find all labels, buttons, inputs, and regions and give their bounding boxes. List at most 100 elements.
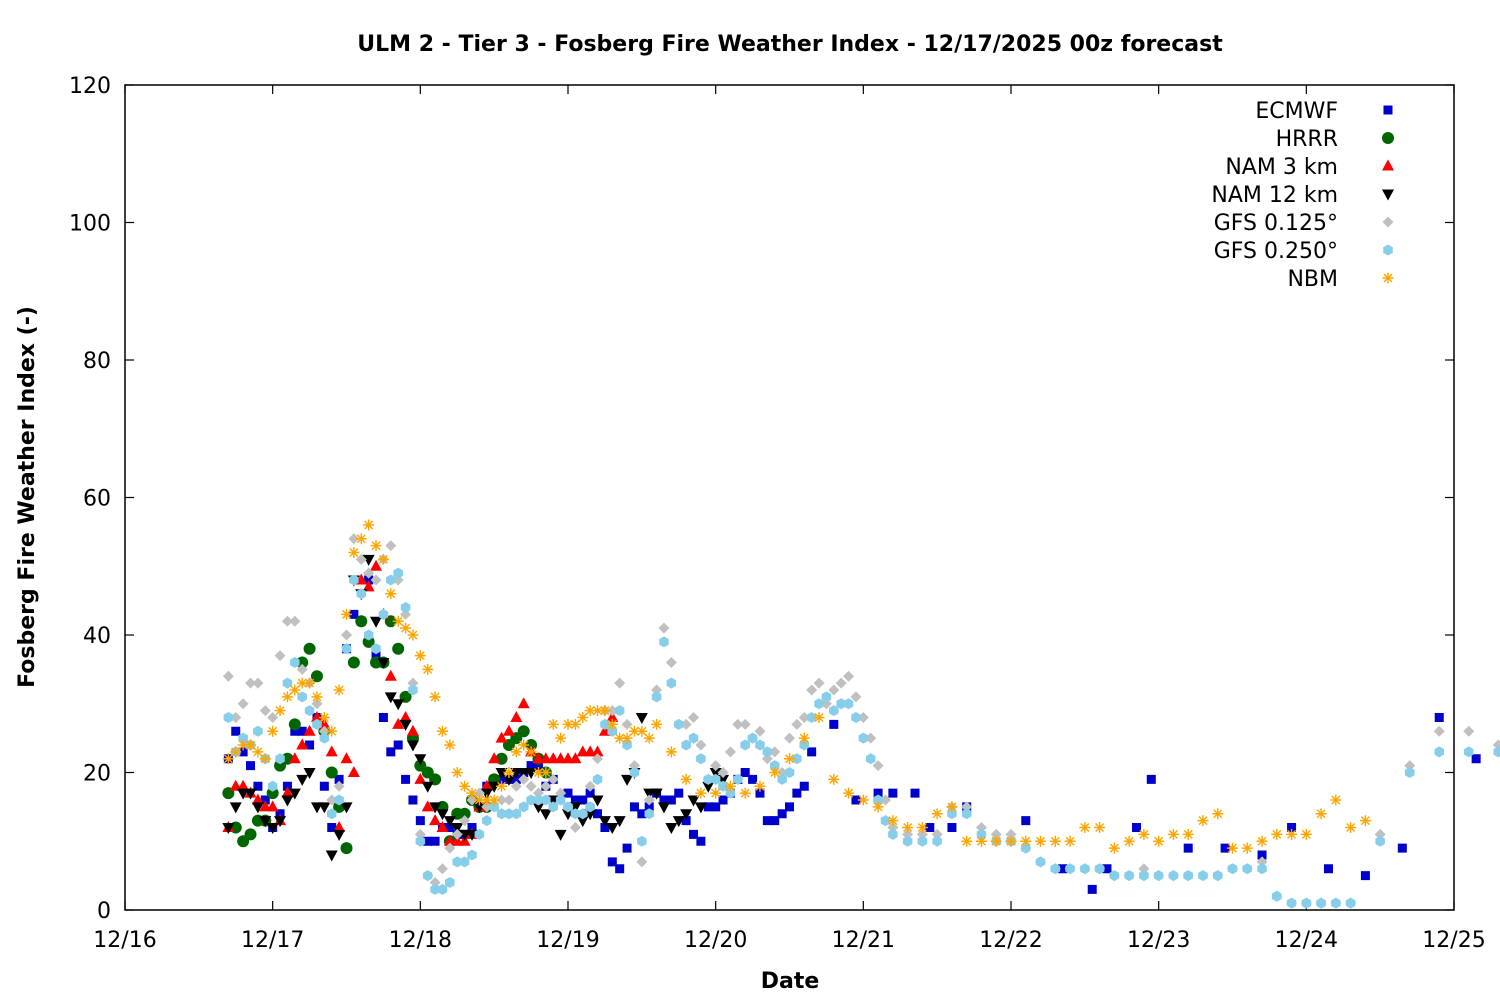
data-point — [887, 815, 899, 827]
data-point — [532, 802, 545, 814]
data-point — [829, 719, 839, 729]
data-point — [319, 732, 330, 744]
data-point — [238, 732, 248, 744]
data-point — [325, 850, 338, 862]
data-point — [1345, 822, 1357, 833]
data-point — [791, 718, 803, 730]
data-point — [407, 629, 419, 641]
legend-label: GFS 0.125° — [1214, 211, 1338, 236]
data-point — [1374, 828, 1386, 840]
data-point — [1153, 835, 1165, 847]
data-point — [1123, 835, 1135, 847]
data-point — [533, 761, 543, 771]
data-point — [467, 823, 477, 832]
data-point — [252, 746, 264, 758]
x-tick-label: 12/18 — [389, 928, 452, 953]
data-point — [281, 786, 294, 798]
data-point — [347, 766, 360, 777]
data-point — [1035, 835, 1047, 847]
data-point — [1220, 843, 1230, 853]
data-point — [1345, 897, 1356, 909]
data-point — [600, 823, 610, 832]
data-point — [1146, 774, 1156, 784]
data-point — [423, 836, 433, 846]
data-point — [961, 835, 973, 847]
data-point — [792, 788, 802, 798]
data-point — [887, 822, 899, 833]
legend-marker — [1382, 216, 1394, 228]
data-point — [237, 698, 249, 710]
data-series — [222, 519, 1500, 909]
data-point — [525, 780, 537, 792]
data-point — [555, 787, 567, 799]
data-point — [296, 738, 309, 750]
data-point — [327, 823, 337, 832]
data-point — [311, 691, 323, 703]
data-point — [246, 761, 256, 771]
data-point — [1257, 850, 1267, 860]
data-point — [1058, 864, 1068, 874]
data-point — [762, 816, 772, 826]
data-point — [267, 780, 278, 792]
data-point — [792, 753, 802, 765]
data-point — [576, 816, 589, 828]
data-point — [267, 725, 279, 737]
data-point — [384, 669, 397, 681]
data-point — [393, 740, 403, 750]
data-point — [990, 835, 1002, 847]
data-point — [310, 670, 323, 683]
data-point — [222, 670, 234, 682]
data-point — [444, 739, 456, 751]
data-point — [518, 801, 529, 813]
data-point — [348, 547, 360, 558]
data-point — [1087, 884, 1097, 894]
x-tick-label: 12/21 — [832, 928, 895, 953]
data-point — [334, 774, 344, 784]
data-point — [769, 767, 781, 778]
data-point — [414, 828, 426, 840]
data-point — [445, 877, 455, 888]
data-point — [297, 726, 307, 736]
data-point — [665, 746, 677, 758]
data-point — [695, 739, 707, 751]
data-point — [238, 747, 248, 757]
data-point — [1300, 828, 1312, 840]
series-nam-12-km — [222, 554, 730, 862]
data-point — [333, 829, 346, 841]
data-point — [510, 746, 522, 758]
data-point — [629, 802, 639, 812]
x-tick-label: 12/24 — [1275, 928, 1338, 953]
data-point — [436, 809, 449, 821]
data-point — [347, 656, 360, 669]
data-point — [651, 691, 662, 703]
data-point — [585, 801, 595, 813]
data-point — [910, 788, 920, 798]
data-point — [334, 794, 344, 806]
data-point — [326, 725, 338, 737]
data-point — [1182, 828, 1194, 840]
x-tick-label: 12/17 — [241, 928, 304, 953]
data-point — [717, 767, 729, 778]
data-point — [245, 739, 257, 751]
data-point — [267, 712, 279, 723]
data-point — [502, 774, 515, 786]
data-point — [421, 800, 434, 812]
data-point — [636, 725, 648, 737]
data-point — [392, 615, 404, 627]
data-point — [511, 774, 521, 784]
data-point — [251, 802, 264, 814]
data-point — [318, 725, 330, 737]
data-point — [341, 629, 352, 641]
data-point — [628, 725, 640, 737]
data-point — [687, 795, 700, 807]
data-point — [1287, 823, 1297, 832]
data-point — [517, 725, 530, 738]
data-point — [1124, 870, 1134, 882]
data-point — [244, 788, 257, 800]
data-point — [421, 781, 434, 793]
data-point — [725, 787, 736, 799]
data-point — [1005, 835, 1017, 847]
data-point — [814, 698, 824, 710]
data-point — [502, 724, 515, 736]
data-point — [1256, 856, 1268, 868]
